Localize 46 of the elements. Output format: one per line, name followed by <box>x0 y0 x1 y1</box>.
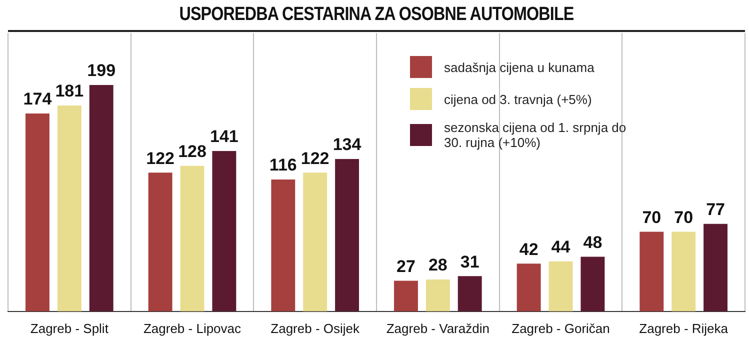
data-label: 181 <box>55 82 84 101</box>
legend-label: sezonska cijena od 1. srpnja do 30. rujna (+10%) <box>444 120 628 150</box>
data-label: 70 <box>642 208 662 227</box>
bar <box>57 106 82 312</box>
data-label: 44 <box>551 238 571 257</box>
bar <box>640 232 664 312</box>
data-label: 122 <box>146 148 174 168</box>
bar <box>180 166 204 312</box>
bar <box>89 85 114 312</box>
bar <box>394 280 418 312</box>
legend-label: sadašnja cijena u kunama <box>444 60 594 74</box>
x-tick-label: Zagreb - Osijek <box>270 320 360 336</box>
bar <box>672 232 696 312</box>
data-label: 199 <box>87 61 116 80</box>
x-tick-label: Zagreb - Split <box>30 320 109 336</box>
bar <box>548 261 573 312</box>
data-label: 42 <box>519 240 538 259</box>
data-label: 48 <box>583 232 602 252</box>
data-label: 28 <box>428 256 448 275</box>
x-tick-label: Zagreb - Varaždin <box>386 320 490 336</box>
bar <box>148 172 172 312</box>
bar <box>335 158 359 312</box>
bar <box>580 256 605 312</box>
data-label: 128 <box>178 142 206 161</box>
data-label: 70 <box>674 208 694 227</box>
chart-title: USPOREDBA CESTARINA ZA OSOBNE AUTOMOBILE <box>178 4 575 27</box>
data-label: 116 <box>269 156 297 175</box>
data-label: 141 <box>210 127 238 146</box>
legend-label: cijena od 3. travnja (+5%) <box>444 92 592 106</box>
data-label: 77 <box>706 200 725 220</box>
bar <box>458 276 482 312</box>
bar <box>26 113 50 312</box>
data-label: 31 <box>460 252 480 272</box>
data-label: 122 <box>300 148 330 168</box>
x-tick-label: Zagreb - Goričan <box>512 320 610 336</box>
bar <box>271 179 296 312</box>
bar <box>704 224 728 312</box>
bar <box>212 151 236 312</box>
data-label: 174 <box>23 90 52 109</box>
bar <box>303 172 328 312</box>
data-label: 27 <box>396 256 416 276</box>
bar <box>516 264 541 312</box>
x-tick-label: Zagreb - Rijeka <box>639 320 729 336</box>
bar <box>426 280 450 312</box>
data-label: 134 <box>332 135 362 154</box>
x-tick-label: Zagreb - Lipovac <box>143 320 242 336</box>
